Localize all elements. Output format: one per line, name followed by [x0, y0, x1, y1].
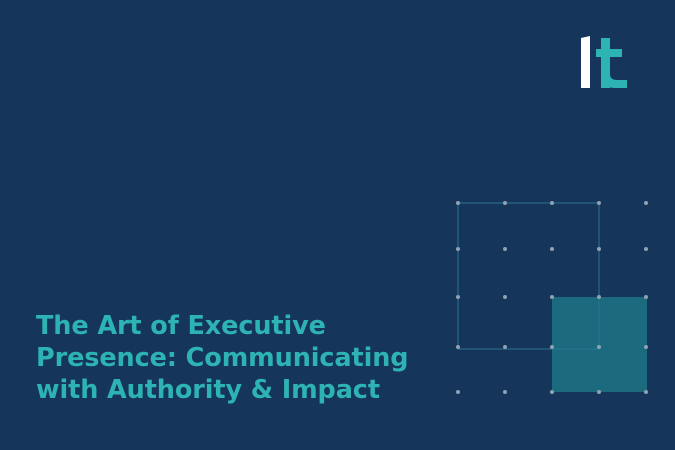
decorative-grid-graphic [450, 195, 660, 405]
logo-letter-t-bar [596, 49, 622, 57]
grid-dot [503, 247, 507, 251]
grid-dot [644, 201, 648, 205]
title-line-1: The Art of Executive [36, 311, 326, 341]
grid-dot [456, 345, 460, 349]
grid-dots [456, 201, 648, 394]
grid-dot [597, 247, 601, 251]
it-logo-icon [581, 36, 627, 88]
grid-dot [456, 390, 460, 394]
grid-dot [644, 295, 648, 299]
logo-letter-i [581, 36, 590, 88]
grid-dot [503, 295, 507, 299]
grid-dot [597, 295, 601, 299]
title-line-3: with Authority & Impact [36, 375, 380, 405]
grid-dot [550, 201, 554, 205]
grid-dot [456, 247, 460, 251]
grid-dot [503, 345, 507, 349]
grid-dot [503, 201, 507, 205]
grid-dot [597, 390, 601, 394]
grid-dot [644, 247, 648, 251]
grid-dot [644, 345, 648, 349]
grid-dot [597, 345, 601, 349]
logo-letter-t-hook [601, 74, 627, 88]
grid-dot [644, 390, 648, 394]
grid-dot [456, 295, 460, 299]
logo-letter-t-stem [601, 38, 610, 88]
grid-dot [503, 390, 507, 394]
grid-dot [597, 201, 601, 205]
grid-dot [456, 201, 460, 205]
grid-dot [550, 247, 554, 251]
dot-grid-pattern [456, 201, 648, 394]
title-line-2: Presence: Communicating [36, 343, 409, 373]
page-title: The Art of Executive Presence: Communica… [36, 310, 446, 406]
grid-dot [550, 390, 554, 394]
grid-dot [550, 295, 554, 299]
outline-square [457, 202, 600, 350]
grid-dot [550, 345, 554, 349]
brand-logo [577, 34, 633, 90]
